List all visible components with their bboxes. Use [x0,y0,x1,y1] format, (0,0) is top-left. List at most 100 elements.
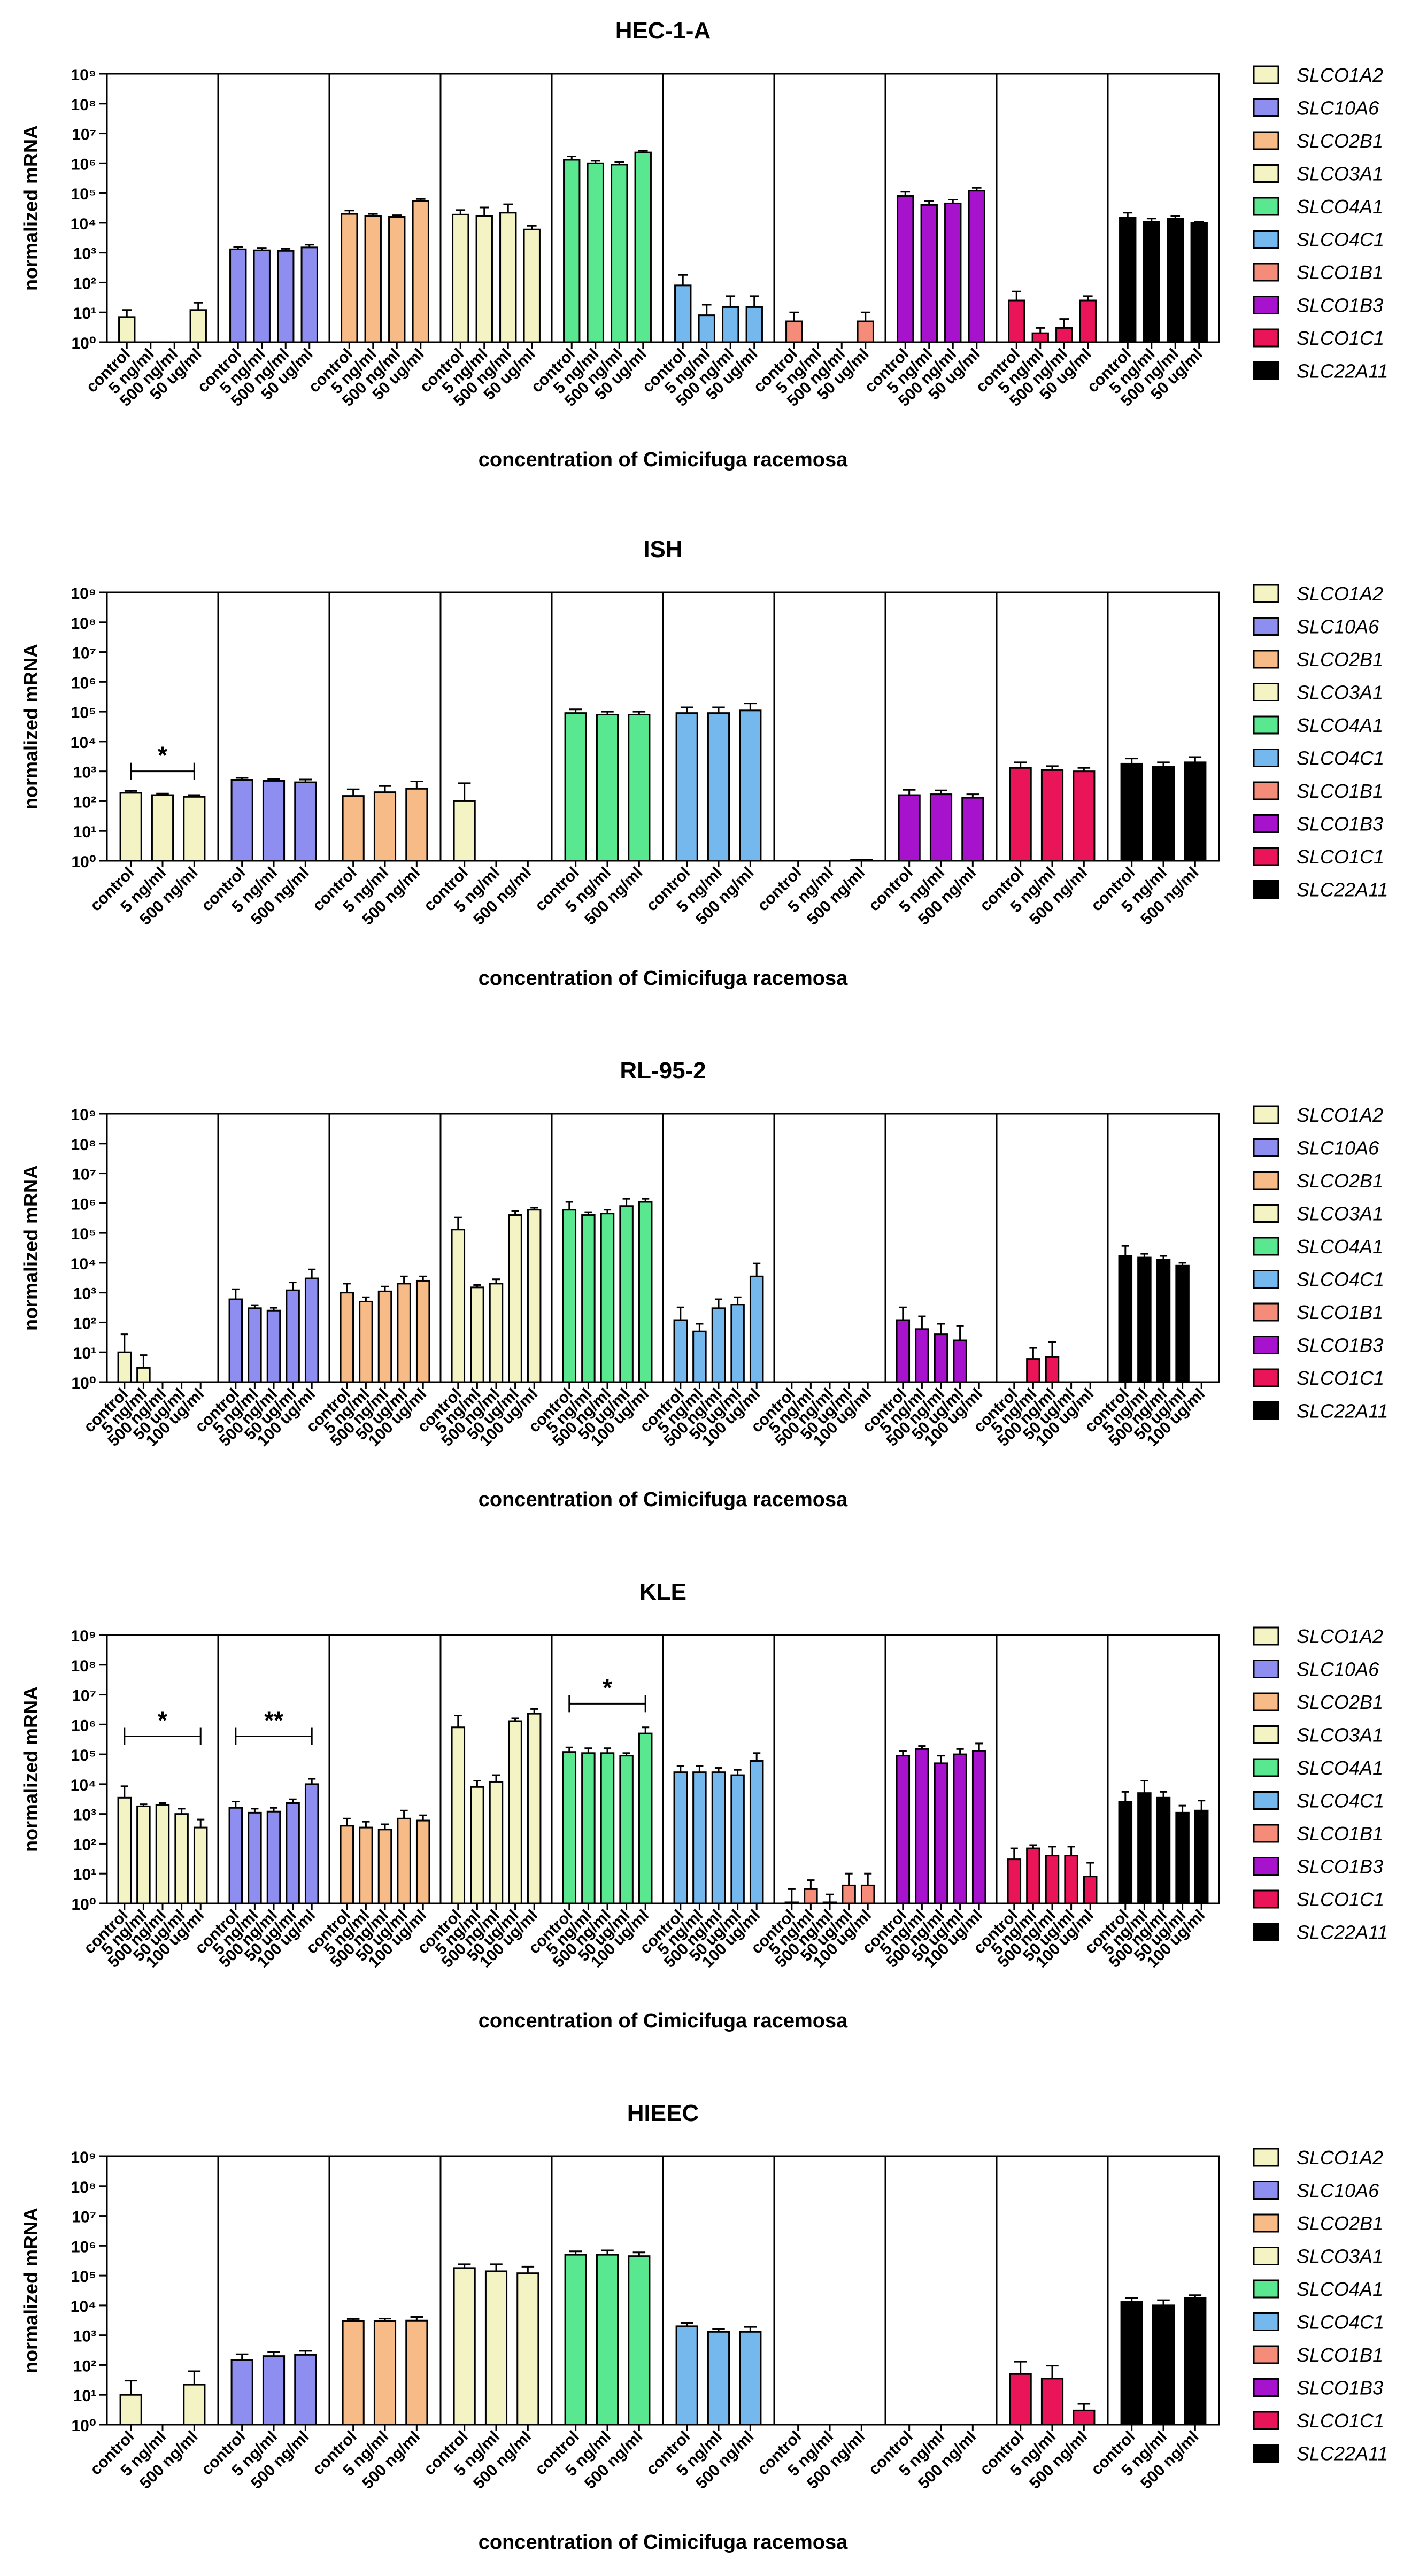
legend-label: SLCO4C1 [1297,1790,1384,1812]
legend-swatch-SLCO4A1 [1253,1758,1279,1777]
bar-SLC22A11-3 [1175,1811,1190,1904]
chart-panel-0: HEC-1-A normalized mRNA 10⁰ 10¹ 10² 10³ 10⁴ 10⁵… [20,18,1388,471]
legend-swatch-SLCO4C1 [1253,230,1279,249]
bar-SLCO4A1-0 [564,2254,587,2426]
legend-swatch-SLCO1A2 [1253,1626,1279,1646]
legend-label: SLC22A11 [1297,1922,1388,1943]
y-tick-label: 10³ [73,2328,96,2346]
legend-label: SLCO4C1 [1297,747,1384,769]
bar-SLC10A6-1 [253,249,271,343]
bar-SLCO3A1-4 [527,1713,542,1904]
bar-SLCO2B1-2 [405,2319,428,2426]
chart-title: RL-95-2 [620,1058,706,1084]
legend-swatch-SLCO1B3 [1253,1857,1279,1876]
bar-SLCO1A2-0 [119,2394,142,2426]
bar-SLCO4C1-4 [749,1275,764,1383]
bar-SLC10A6-1 [262,780,286,862]
bar-SLCO2B1-0 [340,1292,354,1383]
legend-swatch-SLC10A6 [1253,1138,1279,1157]
bar-SLCO4C1-2 [739,709,762,862]
y-tick-label: 10⁴ [71,734,96,752]
legend-swatch-SLCO2B1 [1253,131,1279,150]
bar-SLCO2B1-3 [397,1283,411,1383]
legend-label: SLC22A11 [1297,1400,1388,1422]
bar-SLCO1A2-1 [136,1367,151,1383]
bar-SLCO2B1-0 [340,1825,354,1904]
legend-swatch-SLCO1C1 [1253,1368,1279,1387]
bar-SLC22A11-2 [1184,2297,1207,2426]
bar-SLCO4C1-1 [692,1330,707,1383]
bar-SLC10A6-2 [294,781,317,862]
chart-panel-1: ISH normalized mRNA 10⁰ 10¹ 10² 10³ 10⁴ 10⁵ 10⁶ 1… [20,536,1388,990]
bar-SLCO4A1-1 [581,1752,596,1904]
y-tick-label: 10⁶ [71,674,96,692]
y-tick-label: 10⁶ [71,1196,96,1213]
y-axis-label: normalized mRNA [20,1165,42,1331]
bar-SLCO1B1-2 [822,1901,837,1904]
bar-SLCO4A1-1 [587,162,604,343]
bar-SLCO4A1-2 [600,1752,615,1904]
bar-SLCO3A1-0 [452,213,469,343]
bar-SLCO1A2-3 [174,1813,189,1904]
bar-SLCO1C1-0 [1009,767,1032,862]
bar-SLCO1A2-2 [155,1804,170,1904]
legend-label: SLCO1C1 [1297,2410,1384,2432]
bar-SLCO1B1-1 [804,1888,818,1904]
bar-SLCO1B3-1 [915,1328,929,1383]
legend-swatch-SLCO1C1 [1253,1889,1279,1909]
bar-SLCO1B3-3 [953,1339,967,1383]
bar-SLC10A6-1 [262,2355,286,2426]
bar-SLCO1A2-0 [117,1796,132,1904]
y-tick-label: 10⁸ [71,2179,96,2196]
bar-SLC22A11-2 [1156,1259,1171,1383]
bar-SLC10A6-1 [248,1307,262,1383]
y-tick-label: 10³ [73,764,96,782]
legend-label: SLCO1A2 [1297,64,1383,86]
bar-SLCO4C1-1 [707,712,730,862]
bar-SLCO3A1-1 [475,215,493,343]
bar-SLCO1B3-2 [934,1333,948,1383]
legend-label: SLCO4C1 [1297,229,1384,251]
bar-SLCO2B1-3 [397,1817,411,1904]
significance-label: ** [264,1707,283,1734]
bar-SLCO4C1-1 [707,2331,730,2426]
bar-SLCO1B3-0 [897,195,914,343]
legend-swatch-SLCO3A1 [1253,2247,1279,2265]
legend-swatch-SLCO1B3 [1253,1336,1279,1354]
legend-label: SLCO1A2 [1297,2147,1383,2169]
legend-label: SLCO1B1 [1297,261,1383,283]
legend-label: SLCO4A1 [1297,1757,1383,1779]
y-tick-label: 10⁸ [71,96,96,114]
legend-label: SLCO1B1 [1297,1823,1383,1845]
chart-title: KLE [639,1579,686,1605]
bar-SLCO2B1-1 [373,791,397,862]
legend-label: SLCO1B3 [1297,1335,1383,1356]
legend-swatch-SLCO3A1 [1253,683,1279,701]
y-tick-label: 10⁷ [72,1166,96,1184]
bar-SLCO3A1-1 [470,1286,484,1383]
bar-SLCO1B1-3 [842,1884,856,1904]
bar-SLCO1A2-2 [183,2384,206,2426]
y-tick-label: 10⁹ [71,1106,96,1124]
y-tick-label: 10⁰ [71,853,96,871]
bar-SLC10A6-3 [300,246,318,343]
bar-SLCO1C1-1 [1040,769,1064,862]
legend-label: SLCO1B1 [1297,2344,1383,2366]
y-tick-label: 10⁹ [71,66,96,84]
bar-SLCO4C1-3 [730,1774,745,1904]
bar-SLC22A11-1 [1152,766,1175,862]
bar-SLCO4C1-2 [722,306,739,343]
bar-SLCO1B3-3 [968,190,985,343]
legend-swatch-SLCO2B1 [1253,650,1279,669]
legend-label: SLCO1B3 [1297,1856,1383,1878]
bar-SLCO4A1-0 [564,712,587,862]
legend-swatch-SLC10A6 [1253,617,1279,636]
y-tick-label: 10⁸ [71,1657,96,1675]
y-axis-label: normalized mRNA [20,1686,42,1852]
bar-SLCO3A1-2 [489,1780,504,1904]
bar-SLCO1C1-0 [1007,1858,1022,1904]
y-axis-label: normalized mRNA [20,2208,42,2373]
legend-swatch-SLCO3A1 [1253,164,1279,183]
y-tick-label: 10⁶ [71,156,96,173]
x-axis-label: concentration of Cimicifuga racemosa [479,2531,848,2554]
